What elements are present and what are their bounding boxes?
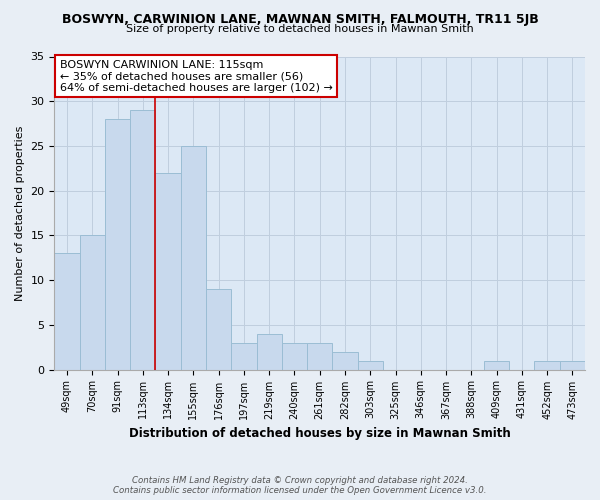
Bar (206, 289, 231, 370)
Y-axis label: Number of detached properties: Number of detached properties (15, 126, 25, 300)
Bar (257, 334, 282, 370)
Bar (484, 360, 509, 370)
Bar (105, 119, 130, 370)
Bar (80, 236, 105, 370)
Bar (560, 360, 585, 370)
Bar (307, 342, 332, 369)
X-axis label: Distribution of detached houses by size in Mawnan Smith: Distribution of detached houses by size … (129, 427, 511, 440)
Bar (130, 110, 155, 370)
Text: Size of property relative to detached houses in Mawnan Smith: Size of property relative to detached ho… (126, 24, 474, 34)
Bar (535, 360, 560, 370)
Text: Contains HM Land Registry data © Crown copyright and database right 2024.
Contai: Contains HM Land Registry data © Crown c… (113, 476, 487, 495)
Bar (55, 254, 80, 370)
Bar (358, 360, 383, 370)
Bar (282, 342, 307, 369)
Bar (231, 342, 257, 369)
Bar (332, 352, 358, 370)
Text: BOSWYN, CARWINION LANE, MAWNAN SMITH, FALMOUTH, TR11 5JB: BOSWYN, CARWINION LANE, MAWNAN SMITH, FA… (62, 12, 538, 26)
Text: BOSWYN CARWINION LANE: 115sqm
← 35% of detached houses are smaller (56)
64% of s: BOSWYN CARWINION LANE: 115sqm ← 35% of d… (60, 60, 332, 93)
Bar (155, 173, 181, 370)
Bar (181, 146, 206, 370)
